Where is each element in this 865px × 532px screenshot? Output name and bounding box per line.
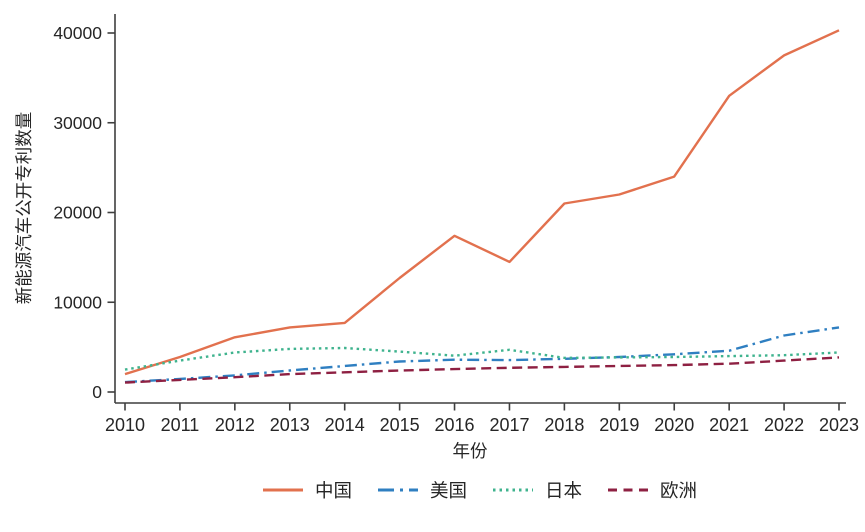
x-tick-label: 2016 xyxy=(435,415,475,435)
x-axis-title: 年份 xyxy=(453,441,488,461)
series-line-usa xyxy=(124,326,840,384)
x-tick-label: 2012 xyxy=(215,415,255,435)
legend-label-europe: 欧洲 xyxy=(660,480,697,501)
x-tick-label: 2018 xyxy=(544,415,584,435)
x-tick-label: 2015 xyxy=(380,415,420,435)
y-tick-label: 20000 xyxy=(53,203,102,223)
y-tick-label: 30000 xyxy=(53,113,102,133)
x-tick-label: 2020 xyxy=(654,415,694,435)
y-tick-label: 0 xyxy=(92,382,102,402)
x-tick-label: 2021 xyxy=(709,415,749,435)
legend-label-japan: 日本 xyxy=(545,480,582,501)
x-tick-label: 2019 xyxy=(599,415,639,435)
legend: 中国 美国 日本 欧洲 xyxy=(263,480,697,501)
y-tick-label: 10000 xyxy=(53,292,102,312)
series-line-japan xyxy=(124,346,840,371)
legend-item-europe: 欧洲 xyxy=(608,480,697,501)
legend-item-usa: 美国 xyxy=(378,480,467,501)
legend-item-japan: 日本 xyxy=(493,480,582,501)
y-axis-title: 新能源汽车公开专利数量 xyxy=(14,112,34,305)
legend-item-china: 中国 xyxy=(263,480,352,501)
legend-label-china: 中国 xyxy=(315,480,352,501)
x-tick-label: 2022 xyxy=(764,415,804,435)
x-tick-label: 2014 xyxy=(325,415,365,435)
x-tick-label: 2023 xyxy=(819,415,859,435)
series-line-europe xyxy=(124,356,840,384)
x-tick-label: 2017 xyxy=(489,415,529,435)
series-line-china xyxy=(124,29,840,376)
legend-label-usa: 美国 xyxy=(430,480,467,501)
x-tick-label: 2013 xyxy=(270,415,310,435)
x-tick-label: 2010 xyxy=(105,415,145,435)
x-tick-label: 2011 xyxy=(161,415,200,435)
y-tick-label: 40000 xyxy=(53,23,102,43)
